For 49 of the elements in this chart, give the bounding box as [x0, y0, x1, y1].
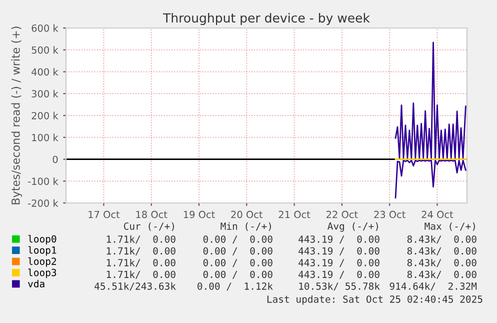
text: Avg (-/+) — [328, 222, 378, 232]
x-tick-label: 20 Oct — [231, 210, 263, 218]
y-axis-title: Bytes/second read (-) / write (+) — [11, 26, 22, 204]
legend-label: loop0 — [28, 235, 56, 244]
x-tick-label: 19 Oct — [184, 210, 215, 218]
x-tick-label: 22 Oct — [326, 210, 358, 218]
y-tick-label: -200 k — [28, 199, 58, 207]
legend-label: loop1 — [28, 246, 56, 256]
text: 8.43k/ 0.00 — [407, 270, 476, 279]
text: Cur (-/+) — [124, 222, 174, 231]
text: Min (-/+) — [220, 222, 271, 231]
text: 0.00 / 0.00 — [203, 258, 272, 268]
chart-title: Throughput per device - by week — [162, 12, 370, 26]
y-tick-label: -100 k — [28, 177, 58, 185]
text: Last update: Sat Oct 25 02:40:45 2025 — [267, 295, 482, 305]
text: Max (-/+) — [424, 222, 475, 231]
text: 0.00 / 0.00 — [203, 247, 272, 256]
y-tick-label: 200 k — [32, 112, 58, 120]
text: 914.64k/ 2.32M — [390, 282, 477, 291]
text: 443.19 / 0.00 — [298, 270, 380, 279]
text: 443.19 / 0.00 — [298, 247, 380, 256]
y-tick-label: 100 k — [32, 134, 58, 142]
text: 1.71k/ 0.00 — [106, 258, 176, 268]
x-tick-label: 17 Oct — [88, 210, 120, 218]
legend-label: vda — [28, 280, 44, 288]
x-tick-label: 24 Oct — [422, 210, 454, 218]
y-tick-label: 500 k — [32, 46, 58, 54]
text: 45.51k/243.63k — [94, 282, 176, 291]
y-tick-label: 400 k — [32, 68, 58, 76]
text: 1.71k/ 0.00 — [106, 270, 176, 279]
text: 8.43k/ 0.00 — [407, 235, 476, 244]
y-tick-label: 300 k — [32, 90, 58, 98]
x-tick-label: 18 Oct — [136, 210, 168, 218]
text: 443.19 / 0.00 — [298, 258, 380, 268]
legend-label: loop2 — [28, 257, 56, 267]
text: 1.71k/ 0.00 — [106, 247, 176, 256]
y-tick-label: 600 k — [32, 24, 58, 32]
legend-label: loop3 — [28, 268, 56, 278]
text: 0.00 / 1.12k — [198, 282, 273, 291]
x-tick-label: 23 Oct — [374, 210, 406, 218]
text: 0.00 / 0.00 — [203, 235, 272, 244]
text: 8.43k/ 0.00 — [407, 247, 476, 256]
y-tick-label: 0 — [52, 156, 58, 164]
x-tick-label: 21 Oct — [278, 210, 310, 218]
text: 443.19 / 0.00 — [298, 235, 380, 244]
text: 8.43k/ 0.00 — [407, 258, 476, 268]
text: 1.71k/ 0.00 — [106, 235, 176, 244]
text: 10.53k/ 55.78k — [299, 282, 380, 291]
text: 0.00 / 0.00 — [203, 270, 272, 279]
